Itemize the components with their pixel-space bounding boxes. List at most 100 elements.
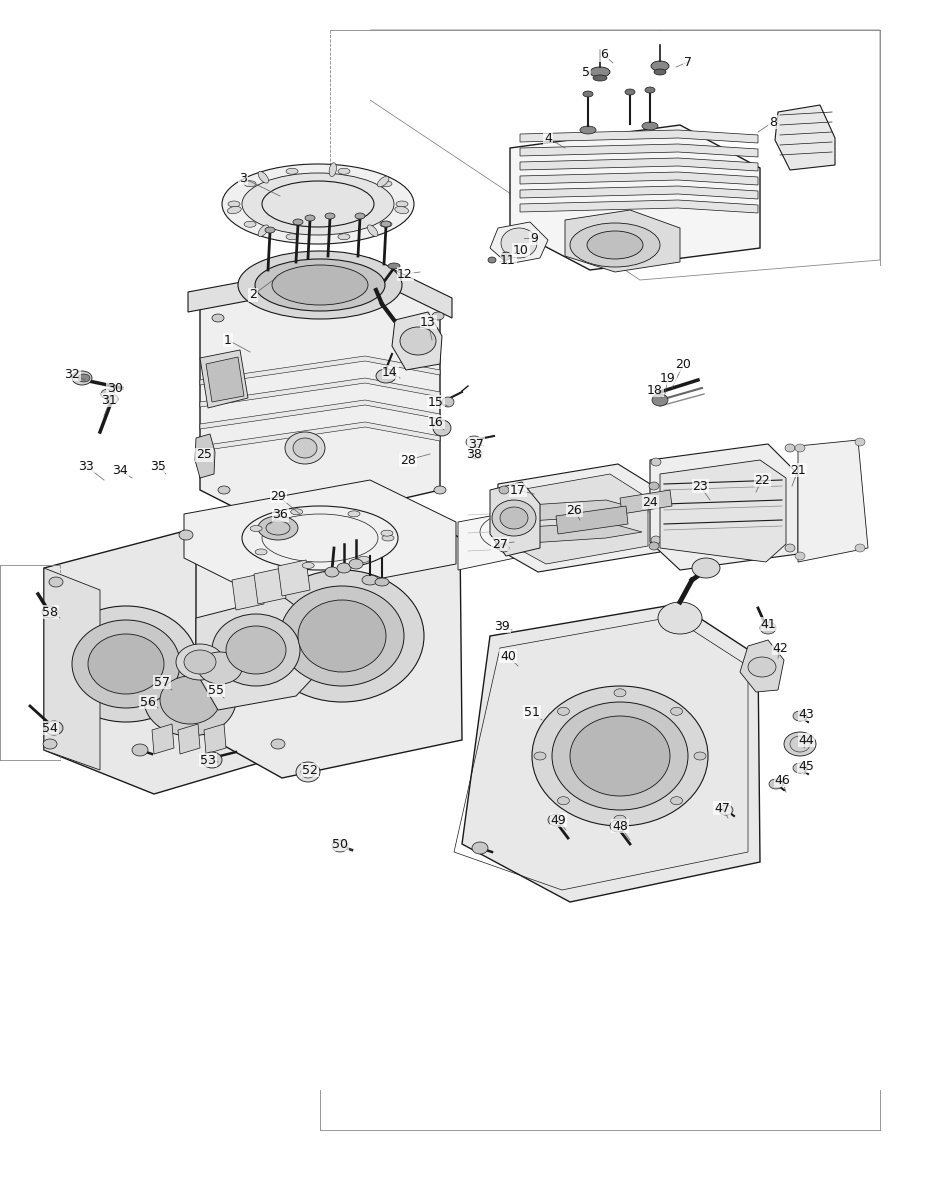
Text: 58: 58: [42, 605, 58, 618]
Text: 35: 35: [150, 459, 166, 472]
Ellipse shape: [377, 176, 389, 186]
Polygon shape: [520, 130, 758, 143]
Ellipse shape: [293, 219, 303, 225]
Ellipse shape: [534, 752, 546, 760]
Ellipse shape: [362, 575, 378, 585]
Polygon shape: [152, 725, 174, 754]
Ellipse shape: [557, 707, 569, 715]
Text: 11: 11: [500, 254, 516, 267]
Text: 33: 33: [78, 459, 94, 472]
Ellipse shape: [651, 61, 669, 71]
Polygon shape: [44, 568, 100, 771]
Text: 36: 36: [272, 509, 288, 522]
Ellipse shape: [285, 432, 325, 464]
Ellipse shape: [184, 650, 216, 674]
Ellipse shape: [395, 206, 409, 214]
Text: 31: 31: [101, 393, 117, 406]
Ellipse shape: [388, 263, 400, 269]
Ellipse shape: [222, 164, 414, 244]
Text: 53: 53: [200, 754, 216, 767]
Ellipse shape: [255, 549, 267, 555]
Polygon shape: [620, 490, 672, 514]
Text: 23: 23: [692, 479, 708, 492]
Ellipse shape: [649, 542, 659, 550]
Ellipse shape: [305, 215, 315, 221]
Polygon shape: [184, 480, 456, 599]
Polygon shape: [254, 568, 286, 604]
Ellipse shape: [144, 664, 236, 736]
Polygon shape: [44, 527, 296, 794]
Polygon shape: [462, 604, 760, 902]
Ellipse shape: [332, 840, 348, 852]
Ellipse shape: [488, 257, 496, 263]
Ellipse shape: [587, 231, 643, 258]
Ellipse shape: [296, 762, 320, 782]
Text: 18: 18: [647, 384, 663, 396]
Ellipse shape: [642, 122, 658, 130]
Polygon shape: [514, 522, 642, 544]
Ellipse shape: [132, 745, 148, 756]
Text: 56: 56: [140, 695, 156, 708]
Polygon shape: [188, 258, 452, 317]
Ellipse shape: [228, 201, 240, 206]
Ellipse shape: [793, 712, 807, 721]
Polygon shape: [200, 356, 440, 385]
Ellipse shape: [325, 568, 339, 577]
Text: 25: 25: [196, 448, 212, 461]
Ellipse shape: [43, 739, 57, 749]
Ellipse shape: [242, 173, 394, 235]
Ellipse shape: [258, 225, 268, 236]
Ellipse shape: [625, 88, 635, 96]
Ellipse shape: [381, 221, 391, 227]
Ellipse shape: [286, 169, 298, 175]
Ellipse shape: [250, 525, 262, 531]
Text: 22: 22: [754, 473, 770, 486]
Ellipse shape: [590, 67, 610, 77]
Text: 51: 51: [524, 706, 540, 719]
Text: 44: 44: [798, 734, 814, 747]
Ellipse shape: [645, 87, 655, 93]
Ellipse shape: [433, 420, 451, 435]
Ellipse shape: [258, 171, 268, 183]
Ellipse shape: [671, 796, 683, 805]
Polygon shape: [195, 434, 215, 478]
Ellipse shape: [855, 544, 865, 552]
Text: 38: 38: [466, 448, 482, 461]
Polygon shape: [196, 596, 326, 710]
Polygon shape: [200, 268, 440, 527]
Text: 17: 17: [510, 484, 526, 497]
Text: 34: 34: [113, 464, 128, 477]
Ellipse shape: [396, 201, 408, 206]
Text: 9: 9: [530, 231, 537, 244]
Ellipse shape: [42, 607, 58, 618]
Polygon shape: [490, 481, 540, 556]
Ellipse shape: [54, 607, 198, 722]
Text: 20: 20: [675, 359, 691, 372]
Text: 2: 2: [250, 288, 257, 302]
Ellipse shape: [434, 486, 446, 494]
Ellipse shape: [176, 644, 224, 680]
Ellipse shape: [349, 559, 363, 569]
Ellipse shape: [470, 450, 482, 459]
Text: 50: 50: [332, 838, 348, 851]
Polygon shape: [496, 464, 660, 572]
Ellipse shape: [793, 763, 807, 773]
Ellipse shape: [227, 206, 241, 214]
Polygon shape: [510, 125, 760, 270]
Ellipse shape: [380, 181, 392, 186]
Ellipse shape: [382, 535, 394, 540]
Ellipse shape: [380, 221, 392, 228]
Polygon shape: [520, 144, 758, 157]
Text: 27: 27: [492, 538, 508, 551]
Polygon shape: [178, 725, 200, 754]
Text: 41: 41: [760, 617, 776, 630]
Ellipse shape: [258, 516, 298, 540]
Polygon shape: [458, 496, 648, 570]
Ellipse shape: [719, 805, 733, 815]
Ellipse shape: [694, 752, 706, 760]
Text: 30: 30: [107, 381, 123, 394]
Ellipse shape: [273, 577, 287, 586]
Polygon shape: [206, 358, 244, 402]
Text: 46: 46: [774, 774, 790, 787]
Ellipse shape: [101, 389, 115, 399]
